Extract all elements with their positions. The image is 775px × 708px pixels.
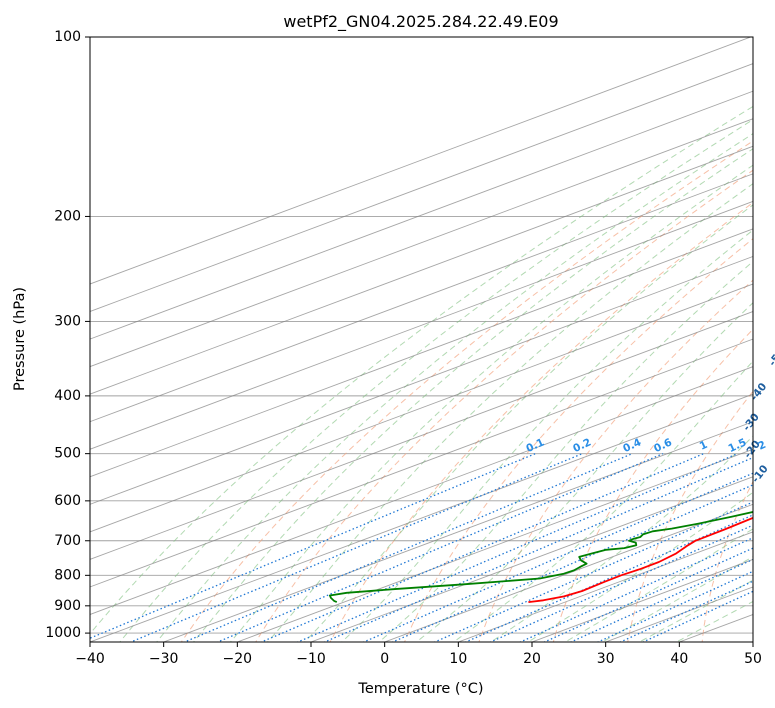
isotherm-line — [90, 173, 753, 423]
mixing-ratio-line — [488, 524, 753, 642]
isotherm-line — [383, 503, 753, 642]
isotherm-line — [90, 366, 753, 615]
mixing-ratio-line — [182, 453, 633, 642]
moist-adiabat-line — [90, 105, 753, 635]
isotherm-line — [90, 63, 753, 312]
temperature-profile — [528, 516, 753, 603]
isotherm-line — [90, 200, 753, 450]
mixing-ratio-line — [641, 590, 753, 642]
mixing-ratio-line — [391, 484, 753, 642]
y-tick-label: 900 — [54, 598, 81, 614]
moist-adiabat-line — [229, 164, 753, 642]
isotherm-line — [90, 311, 753, 560]
y-tick-label: 800 — [54, 567, 81, 583]
y-tick-label: 1000 — [45, 625, 81, 641]
y-tick-label: 500 — [54, 446, 81, 462]
moist-adiabat-line — [489, 435, 753, 642]
isotherm-line — [90, 338, 753, 588]
mixing-ratio-line — [129, 453, 583, 642]
dry-adiabat-line — [552, 328, 753, 642]
mixing-ratio-line — [569, 558, 753, 642]
moist-adiabat-line — [675, 600, 753, 642]
isotherm-line — [90, 393, 753, 642]
dry-adiabat-line — [180, 140, 753, 642]
mixing-ratio-line — [362, 472, 753, 642]
x-tick-label: 40 — [670, 651, 688, 667]
x-tick-label: −30 — [149, 651, 179, 667]
isotherm-line — [309, 476, 753, 642]
moist-adiabat-line — [156, 133, 753, 642]
y-tick-label: 100 — [54, 29, 81, 45]
moist-adiabat-line — [564, 528, 753, 642]
y-axis: 100 200 300 400 500 600 700 800 900 1000 — [45, 29, 90, 641]
y-tick-label: 400 — [54, 388, 81, 404]
y-tick-label: 700 — [54, 533, 81, 549]
x-tick-label: −10 — [296, 651, 326, 667]
isotherm-line — [90, 145, 753, 395]
moist-adiabat-line — [341, 229, 753, 642]
isotherm-line — [457, 531, 753, 642]
mixing-ratio-line — [618, 580, 753, 642]
mixing-ratio-line — [596, 570, 753, 642]
dewpoint-profile — [329, 510, 753, 603]
moist-adiabat-line — [119, 119, 753, 642]
x-tick-label: −20 — [223, 651, 253, 667]
x-tick-label: 50 — [744, 651, 762, 667]
x-tick-label: 0 — [380, 651, 389, 667]
y-tick-label: 200 — [54, 208, 81, 224]
x-tick-label: 10 — [449, 651, 467, 667]
isotherm-line — [90, 255, 753, 505]
x-axis: −40 −30 −20 −10 0 10 20 30 40 50 — [75, 642, 762, 667]
isotherm-label: -50 — [767, 346, 775, 368]
isotherm-line — [90, 283, 753, 533]
dry-adiabat-line — [255, 169, 753, 642]
y-axis-title: Pressure (hPa) — [12, 287, 28, 391]
moist-adiabat-line — [192, 148, 753, 642]
moist-adiabat-line — [452, 360, 753, 642]
y-tick-label: 300 — [54, 313, 81, 329]
mixing-ratio-line — [90, 453, 536, 639]
chart-title: wetPf2_GN04.2025.284.22.49.E09 — [283, 12, 558, 32]
plot-area — [90, 37, 753, 642]
mixing-ratio-line — [259, 453, 704, 642]
dry-adiabat-line — [478, 279, 753, 642]
isotherm-line — [90, 118, 753, 368]
isotherm-line — [162, 421, 753, 642]
dry-adiabat-line — [627, 390, 753, 642]
moist-adiabat-line — [378, 260, 753, 642]
plot-frame — [89, 36, 754, 643]
x-tick-label: −40 — [75, 651, 105, 667]
mixing-ratio-label: 2 — [756, 439, 768, 453]
isotherm-line — [236, 448, 753, 642]
mixing-ratio-line — [296, 453, 738, 642]
x-tick-label: 20 — [523, 651, 541, 667]
moist-adiabat-line — [266, 183, 753, 642]
mixing-ratio-line — [542, 547, 753, 642]
isotherm-line — [90, 90, 753, 340]
y-tick-label: 600 — [54, 493, 81, 509]
x-axis-title: Temperature (°C) — [357, 681, 483, 697]
mixing-ratio-line — [215, 453, 664, 642]
x-tick-label: 30 — [597, 651, 615, 667]
mixing-ratio-label: 1 — [698, 439, 710, 453]
isotherm-line — [90, 37, 752, 285]
isotherm-line — [90, 228, 753, 478]
